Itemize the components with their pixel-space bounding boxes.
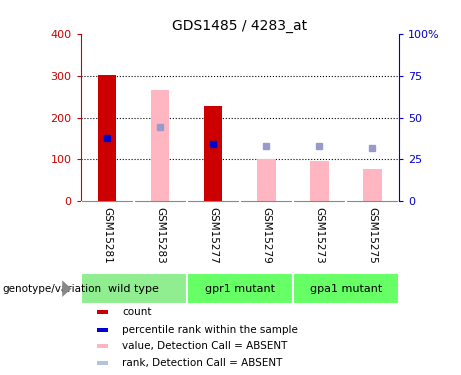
Bar <box>293 273 399 304</box>
Text: GSM15279: GSM15279 <box>261 207 271 264</box>
Bar <box>98 75 117 201</box>
Bar <box>363 169 382 201</box>
Text: genotype/variation: genotype/variation <box>2 284 101 294</box>
Text: GSM15283: GSM15283 <box>155 207 165 264</box>
Text: wild type: wild type <box>108 284 159 294</box>
Text: GSM15273: GSM15273 <box>314 207 324 264</box>
Text: gpr1 mutant: gpr1 mutant <box>205 284 275 294</box>
Bar <box>310 160 329 201</box>
Bar <box>204 106 223 201</box>
Bar <box>151 90 170 201</box>
Bar <box>97 310 108 314</box>
Bar <box>257 159 276 201</box>
Bar <box>187 273 293 304</box>
Bar <box>97 328 108 332</box>
Text: GSM15277: GSM15277 <box>208 207 218 264</box>
Text: count: count <box>122 307 152 317</box>
Text: rank, Detection Call = ABSENT: rank, Detection Call = ABSENT <box>122 358 283 368</box>
Bar <box>97 344 108 348</box>
Text: GSM15281: GSM15281 <box>102 207 112 264</box>
Bar <box>81 273 187 304</box>
Text: percentile rank within the sample: percentile rank within the sample <box>122 325 298 335</box>
Title: GDS1485 / 4283_at: GDS1485 / 4283_at <box>172 19 307 33</box>
Text: value, Detection Call = ABSENT: value, Detection Call = ABSENT <box>122 341 287 351</box>
Bar <box>97 361 108 365</box>
Text: GSM15275: GSM15275 <box>367 207 377 264</box>
Text: gpa1 mutant: gpa1 mutant <box>310 284 382 294</box>
